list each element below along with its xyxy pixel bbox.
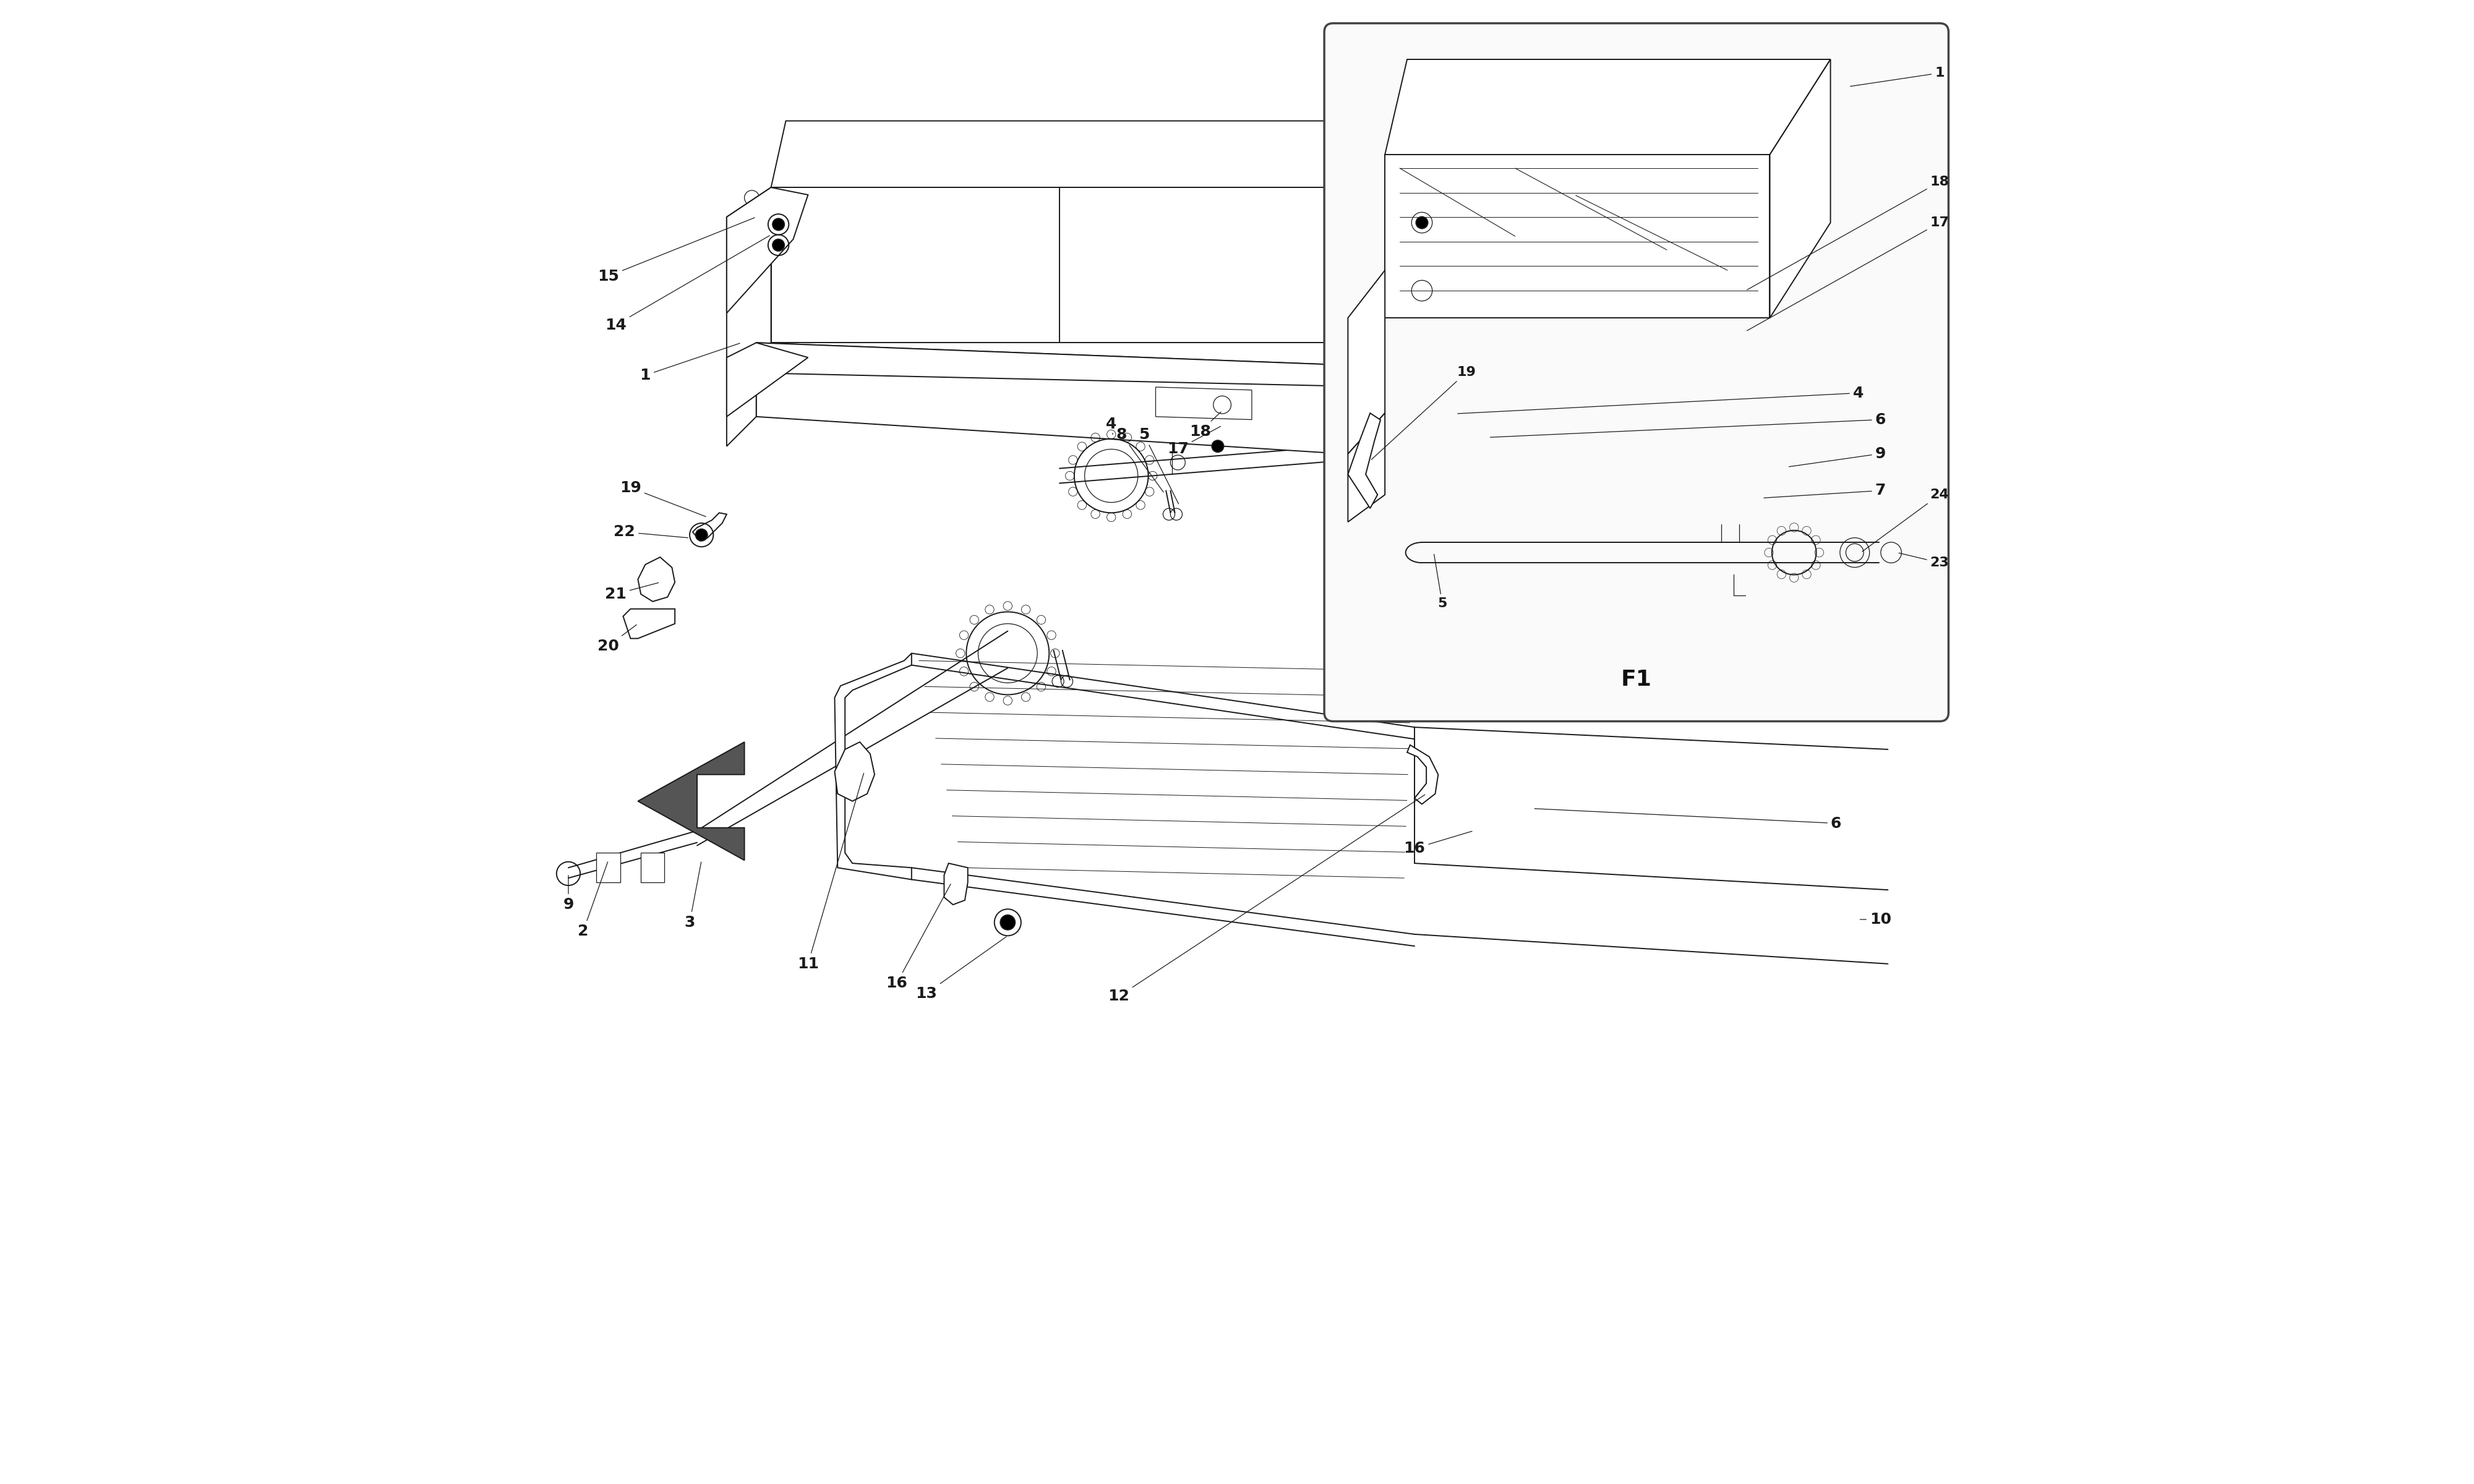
Text: 9: 9 <box>1789 447 1885 466</box>
Text: 5: 5 <box>1435 554 1447 610</box>
Text: 11: 11 <box>797 773 863 971</box>
Circle shape <box>999 916 1014 930</box>
Polygon shape <box>727 187 809 313</box>
Text: 13: 13 <box>915 936 1007 1000</box>
Text: 16: 16 <box>1403 831 1472 856</box>
Circle shape <box>695 530 708 540</box>
Text: 6: 6 <box>1489 413 1885 438</box>
Polygon shape <box>727 187 772 372</box>
Polygon shape <box>1769 59 1831 318</box>
Text: 1: 1 <box>1851 67 1945 86</box>
Text: 20: 20 <box>599 625 636 653</box>
Polygon shape <box>1408 745 1437 804</box>
Polygon shape <box>1348 270 1385 454</box>
Text: 21: 21 <box>606 583 658 601</box>
Text: 18: 18 <box>1190 413 1222 439</box>
Text: 16: 16 <box>886 884 950 990</box>
Polygon shape <box>727 343 1385 387</box>
Text: 24: 24 <box>1863 488 1950 552</box>
Circle shape <box>1212 441 1225 453</box>
Polygon shape <box>727 343 757 447</box>
Text: 1: 1 <box>641 343 740 383</box>
Polygon shape <box>623 608 675 638</box>
Polygon shape <box>1348 413 1380 509</box>
Text: 18: 18 <box>1747 175 1950 289</box>
Polygon shape <box>1059 187 1400 343</box>
Text: 7: 7 <box>1764 484 1885 499</box>
Text: 10: 10 <box>1860 913 1890 927</box>
Text: 3: 3 <box>685 862 700 930</box>
Polygon shape <box>834 653 910 880</box>
Polygon shape <box>1385 154 1769 318</box>
Polygon shape <box>727 343 809 417</box>
Text: 17: 17 <box>1168 426 1220 457</box>
Polygon shape <box>834 742 876 801</box>
Text: 4: 4 <box>1457 386 1863 414</box>
Polygon shape <box>1385 59 1831 154</box>
Polygon shape <box>1341 365 1385 476</box>
Polygon shape <box>945 864 967 905</box>
Circle shape <box>772 218 784 230</box>
Text: 9: 9 <box>564 876 574 913</box>
Polygon shape <box>1348 413 1385 522</box>
Text: 2: 2 <box>579 862 609 939</box>
Polygon shape <box>772 120 1423 187</box>
Text: 19: 19 <box>618 481 705 516</box>
Text: 5: 5 <box>1138 427 1178 505</box>
Polygon shape <box>772 187 1400 343</box>
Circle shape <box>1415 217 1427 229</box>
Text: F1: F1 <box>1620 669 1653 690</box>
Text: 19: 19 <box>1371 367 1477 460</box>
Circle shape <box>772 239 784 251</box>
Text: 6: 6 <box>1534 809 1841 831</box>
Polygon shape <box>757 343 1341 454</box>
Text: 12: 12 <box>1108 795 1425 1003</box>
Bar <box>641 853 666 883</box>
Polygon shape <box>693 513 727 540</box>
Polygon shape <box>638 556 675 601</box>
Text: 22: 22 <box>614 524 688 539</box>
Text: 23: 23 <box>1900 554 1950 568</box>
Text: 8: 8 <box>1116 427 1163 493</box>
Bar <box>596 853 621 883</box>
Text: 14: 14 <box>606 236 769 332</box>
Polygon shape <box>638 742 745 861</box>
FancyBboxPatch shape <box>1324 24 1950 721</box>
Text: 4: 4 <box>1106 417 1116 435</box>
Text: 15: 15 <box>599 218 755 283</box>
Polygon shape <box>1155 387 1252 420</box>
Text: 17: 17 <box>1747 217 1950 331</box>
